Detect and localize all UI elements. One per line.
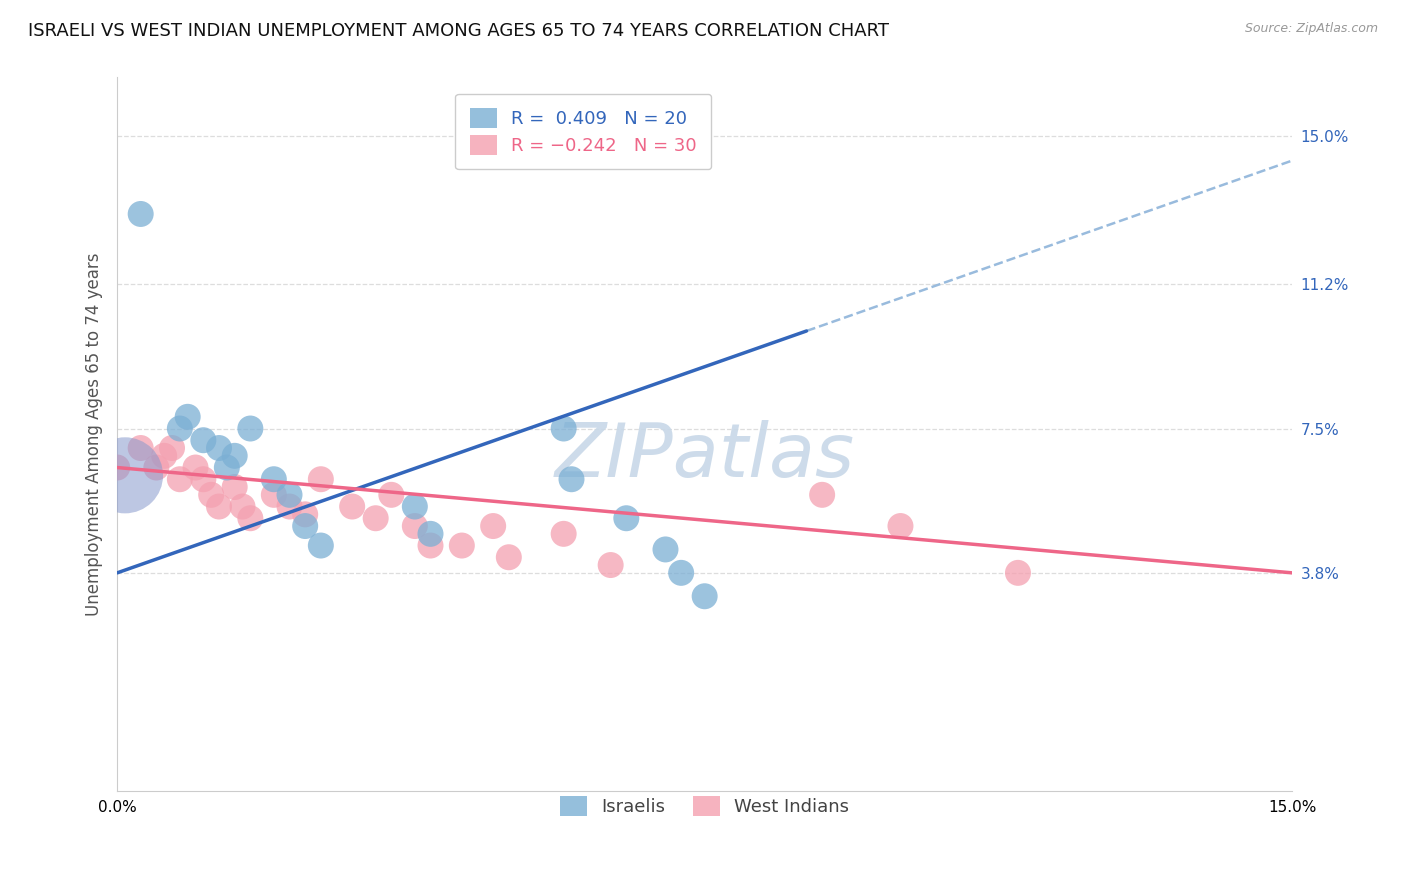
Point [654, 542, 676, 557]
Point [599, 558, 621, 572]
Point [614, 511, 637, 525]
Point [560, 472, 582, 486]
Point [184, 460, 207, 475]
Point [176, 409, 198, 424]
Point [404, 519, 426, 533]
Point [669, 566, 692, 580]
Point [145, 460, 167, 475]
Point [1007, 566, 1029, 580]
Point [404, 500, 426, 514]
Legend: Israelis, West Indians: Israelis, West Indians [551, 787, 858, 825]
Point [200, 488, 222, 502]
Point [193, 434, 215, 448]
Point [215, 460, 238, 475]
Point [309, 539, 332, 553]
Point [482, 519, 505, 533]
Point [224, 480, 246, 494]
Point [263, 488, 285, 502]
Point [239, 421, 262, 435]
Point [364, 511, 387, 525]
Point [169, 421, 191, 435]
Point [278, 500, 301, 514]
Point [553, 421, 575, 435]
Text: ISRAELI VS WEST INDIAN UNEMPLOYMENT AMONG AGES 65 TO 74 YEARS CORRELATION CHART: ISRAELI VS WEST INDIAN UNEMPLOYMENT AMON… [28, 22, 889, 40]
Point [693, 589, 716, 603]
Point [114, 468, 136, 483]
Point [193, 472, 215, 486]
Point [294, 508, 316, 522]
Point [498, 550, 520, 565]
Point [309, 472, 332, 486]
Point [450, 539, 472, 553]
Point [263, 472, 285, 486]
Point [239, 511, 262, 525]
Point [208, 441, 231, 455]
Point [153, 449, 176, 463]
Point [419, 526, 441, 541]
Y-axis label: Unemployment Among Ages 65 to 74 years: Unemployment Among Ages 65 to 74 years [86, 252, 103, 616]
Text: ZIPatlas: ZIPatlas [554, 420, 855, 491]
Point [811, 488, 834, 502]
Point [231, 500, 253, 514]
Point [889, 519, 911, 533]
Point [129, 207, 152, 221]
Point [129, 441, 152, 455]
Point [169, 472, 191, 486]
Text: Source: ZipAtlas.com: Source: ZipAtlas.com [1244, 22, 1378, 36]
Point [419, 539, 441, 553]
Point [224, 449, 246, 463]
Point [380, 488, 402, 502]
Point [340, 500, 363, 514]
Point [294, 519, 316, 533]
Point [160, 441, 183, 455]
Point [208, 500, 231, 514]
Point [105, 460, 128, 475]
Point [553, 526, 575, 541]
Point [278, 488, 301, 502]
